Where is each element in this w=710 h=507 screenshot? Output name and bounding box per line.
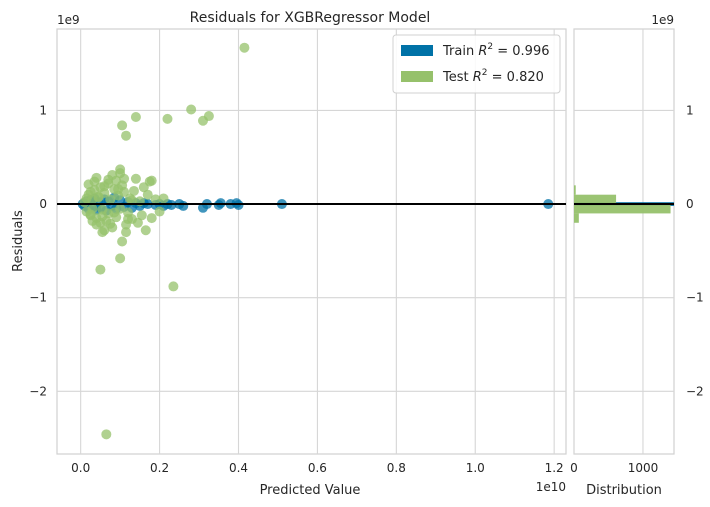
histogram-right-tick-labels: 1 0 −1 −2	[686, 103, 704, 398]
test-point	[115, 253, 126, 264]
test-point	[144, 176, 155, 187]
test-point	[105, 218, 116, 229]
main-plot-area	[56, 28, 567, 455]
test-point	[117, 120, 128, 131]
test-point	[132, 217, 143, 228]
train-point	[178, 200, 189, 211]
histogram-bar-test	[574, 185, 576, 195]
test-point	[154, 206, 165, 217]
histogram-x-tick-label: 1000	[628, 461, 659, 475]
legend: Train R2 = 0.996 Test R2 = 0.820	[392, 34, 561, 94]
test-point	[99, 181, 110, 192]
test-point	[121, 130, 132, 141]
test-point	[186, 104, 197, 115]
test-point	[239, 42, 250, 53]
histogram-x-axis-label: Distribution	[586, 483, 662, 498]
test-point	[140, 225, 151, 236]
test-point	[126, 195, 137, 206]
test-point	[158, 193, 169, 204]
y-axis-label: Residuals	[11, 210, 26, 272]
test-point	[93, 192, 104, 203]
x-tick-label: 0.0	[71, 461, 90, 475]
histogram-x-tick-label: 0	[570, 461, 578, 475]
y-tick-labels: 1 0 −1 −2	[29, 103, 47, 398]
test-point	[109, 207, 120, 218]
x-tick-label: 1.2	[545, 461, 564, 475]
test-point	[121, 227, 132, 238]
test-point	[97, 211, 108, 222]
test-point	[115, 164, 126, 175]
y-tick-label: −2	[29, 384, 47, 398]
test-point	[162, 113, 173, 124]
test-point	[130, 111, 141, 122]
main-points	[77, 42, 554, 440]
test-point	[101, 429, 112, 440]
x-tick-label: 1.0	[466, 461, 485, 475]
test-point	[142, 189, 153, 200]
x-tick-label: 0.4	[229, 461, 248, 475]
test-point	[136, 210, 147, 221]
test-point	[111, 175, 122, 186]
histogram-bar-test	[574, 194, 617, 205]
test-point	[146, 213, 157, 224]
test-point	[123, 214, 134, 225]
test-point	[81, 193, 92, 204]
legend-swatch-test	[401, 71, 433, 82]
test-point	[130, 173, 141, 184]
x-offset-text: 1e10	[536, 480, 566, 494]
y-tick-label: 0	[39, 197, 47, 211]
chart-title: Residuals for XGBRegressor Model	[190, 10, 431, 26]
test-point	[89, 176, 100, 187]
test-point	[113, 184, 124, 195]
x-tick-labels: 0.0 0.2 0.4 0.6 0.8 1.0 1.2	[71, 461, 564, 475]
legend-label-test: Test R2 = 0.820	[442, 68, 544, 85]
test-point	[97, 227, 108, 238]
test-point	[95, 264, 106, 275]
histogram-right-tick-label: −2	[686, 384, 704, 398]
histogram-right-tick-label: 1	[686, 103, 694, 117]
histogram-right-tick-label: −1	[686, 291, 704, 305]
test-point	[105, 194, 116, 205]
x-tick-label: 0.2	[150, 461, 169, 475]
test-point	[168, 281, 179, 292]
test-point	[203, 111, 214, 122]
test-point	[117, 236, 128, 247]
histogram-bar-test	[574, 213, 579, 223]
y-tick-label: 1	[39, 103, 47, 117]
x-tick-label: 0.6	[308, 461, 327, 475]
test-point	[119, 173, 130, 184]
histogram-bar-test	[574, 204, 671, 214]
y-tick-label: −1	[29, 291, 47, 305]
y-offset-text: 1e9	[57, 13, 80, 27]
test-point	[150, 194, 161, 205]
histogram-offset-text: 1e9	[651, 13, 674, 27]
legend-swatch-train	[401, 45, 433, 56]
histogram-right-tick-label: 0	[686, 197, 694, 211]
histogram-plot-area	[573, 28, 675, 455]
x-tick-label: 0.8	[387, 461, 406, 475]
histogram-x-tick-labels: 0 1000	[570, 461, 658, 475]
test-point	[128, 185, 139, 196]
x-axis-label: Predicted Value	[260, 483, 361, 498]
legend-label-train: Train R2 = 0.996	[442, 42, 549, 59]
test-point	[85, 209, 96, 220]
legend-frame	[392, 34, 561, 94]
